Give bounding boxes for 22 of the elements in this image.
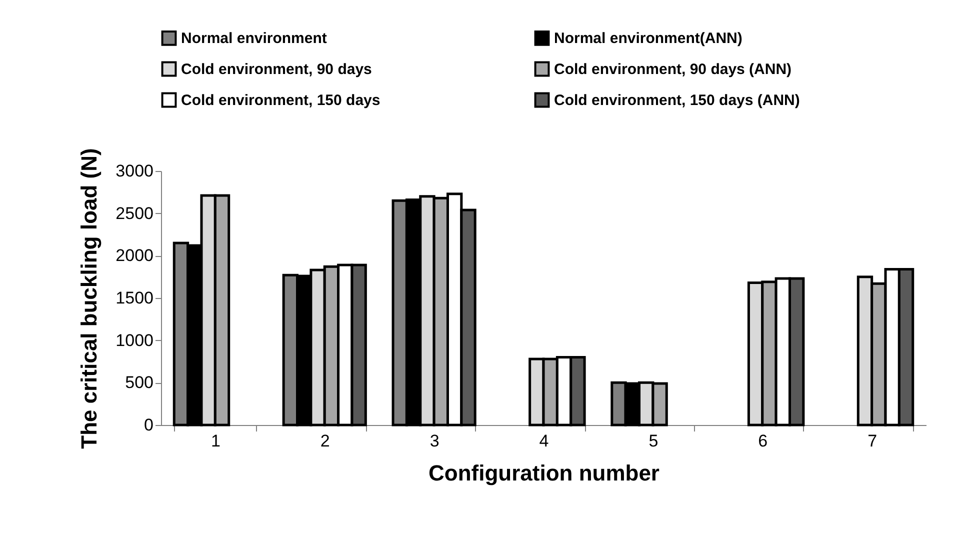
legend-label: Cold environment, 90 days (181, 61, 372, 78)
x-tick-label: 2 (320, 432, 330, 450)
legend-label: Cold environment, 150 days (181, 92, 380, 109)
y-tick-label: 2000 (116, 246, 154, 266)
legend-label: Normal environment(ANN) (554, 30, 742, 48)
x-tick-label: 3 (430, 432, 440, 450)
legend-label: Cold environment, 150 days (ANN) (554, 92, 800, 109)
y-tick-label: 1500 (116, 288, 154, 308)
y-axis-title: The critical buckling load (N) (76, 148, 102, 449)
x-tick-label: 4 (539, 432, 549, 450)
y-tick-label: 1000 (116, 330, 154, 350)
x-tick-label: 6 (758, 432, 768, 450)
x-tick-label: 7 (868, 432, 878, 450)
x-axis-title: Configuration number (428, 460, 660, 486)
x-tick-label: 1 (210, 432, 220, 450)
x-tick-label: 5 (648, 432, 658, 450)
y-tick-label: 0 (144, 416, 154, 434)
y-tick-label: 500 (125, 373, 154, 392)
y-tick-label: 2500 (116, 204, 154, 223)
legend-label: Cold environment, 90 days (ANN) (554, 61, 792, 78)
legend-label: Normal environment (181, 30, 327, 48)
y-tick-label: 3000 (116, 162, 154, 180)
